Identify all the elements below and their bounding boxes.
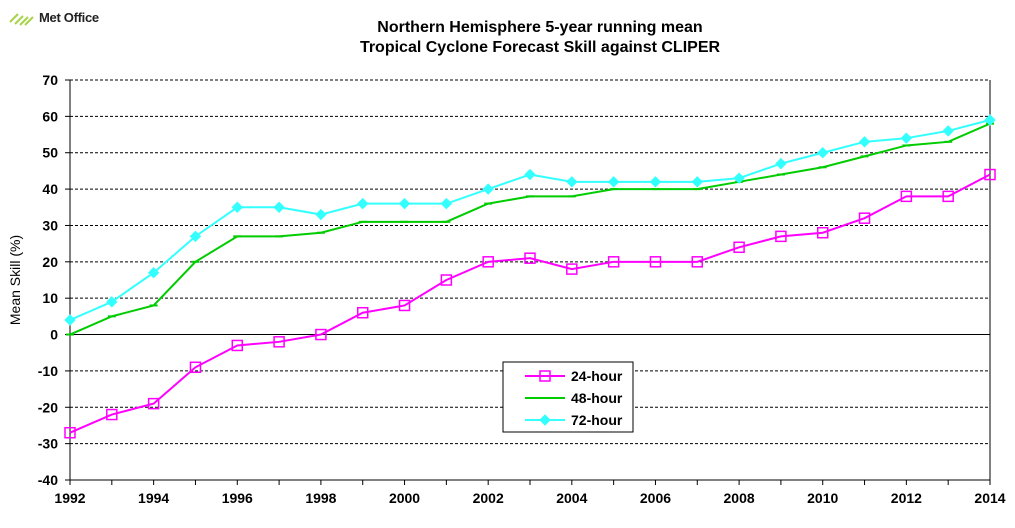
- data-point-24-hour: [858, 212, 871, 224]
- data-point-72-hour: [273, 201, 285, 213]
- data-point-24-hour: [106, 408, 118, 421]
- data-point-24-hour: [524, 252, 536, 264]
- data-point-24-hour: [315, 328, 327, 341]
- y-tick-label: 0: [50, 327, 58, 343]
- legend: 24-hour 48-hour 72-hour: [502, 361, 634, 433]
- y-tick-label: -30: [38, 436, 58, 452]
- series-line-24-hour: [69, 173, 991, 434]
- x-tick-label: 1996: [222, 490, 253, 506]
- series-layer: [64, 114, 996, 439]
- x-tick-labels: 1992 1994 1996 1998 2000 2002 2004 2006 2008 2010…: [54, 480, 1006, 506]
- x-tick-label: 2000: [389, 490, 420, 506]
- x-tick-label: 2008: [724, 490, 755, 506]
- y-tick-label: -40: [38, 472, 58, 488]
- data-point-72-hour: [440, 197, 453, 210]
- data-point-24-hour: [691, 256, 704, 268]
- data-point-24-hour: [482, 256, 494, 268]
- series-line-48-hour: [69, 122, 991, 336]
- x-tick-label: 2014: [974, 490, 1005, 506]
- data-point-72-hour: [106, 296, 118, 308]
- y-tick-label: 10: [42, 290, 58, 306]
- data-point-24-hour: [607, 256, 620, 268]
- legend-label-72-hour: 72-hour: [571, 412, 623, 428]
- data-point-72-hour: [942, 125, 954, 137]
- met-office-logo-icon: [9, 13, 34, 26]
- data-point-72-hour: [189, 230, 202, 243]
- series-24-hour: [64, 168, 996, 439]
- logo-text: Met Office: [39, 9, 99, 25]
- data-point-24-hour: [440, 274, 453, 286]
- chart-title: Northern Hemisphere 5-year running mean T…: [360, 19, 721, 56]
- data-point-24-hour: [147, 397, 160, 410]
- data-point-72-hour: [858, 136, 871, 148]
- x-tick-label: 1992: [54, 490, 85, 506]
- data-point-72-hour: [817, 147, 829, 159]
- data-point-24-hour: [273, 336, 285, 348]
- y-axis-label: Mean Skill (%): [7, 235, 23, 325]
- y-tick-label: 70: [42, 72, 58, 88]
- data-point-72-hour: [733, 172, 745, 184]
- data-point-72-hour: [900, 132, 913, 144]
- legend-box: [502, 361, 634, 433]
- x-tick-label: 1994: [138, 490, 169, 506]
- data-point-24-hour: [566, 263, 578, 275]
- data-point-24-hour: [900, 190, 913, 203]
- chart-title-line: Tropical Cyclone Forecast Skill against …: [360, 39, 721, 56]
- series-line-72-hour: [69, 119, 991, 321]
- data-point-24-hour: [356, 306, 369, 319]
- data-point-24-hour: [775, 230, 787, 243]
- y-tick-label: 60: [42, 108, 58, 124]
- data-point-72-hour: [398, 197, 411, 210]
- gridlines: [70, 79, 990, 445]
- legend-label-48-hour: 48-hour: [571, 390, 623, 406]
- y-tick-label: 50: [42, 145, 58, 161]
- data-point-24-hour: [942, 190, 954, 203]
- data-point-72-hour: [607, 176, 620, 188]
- data-point-72-hour: [231, 201, 243, 213]
- data-point-24-hour: [984, 168, 996, 181]
- data-point-72-hour: [524, 168, 536, 181]
- x-tick-label: 2004: [556, 490, 587, 506]
- series-72-hour: [64, 114, 996, 326]
- legend-marker-24-hour: [539, 370, 551, 382]
- data-point-72-hour: [357, 197, 369, 210]
- data-point-24-hour: [816, 226, 829, 239]
- y-tick-label: -20: [38, 399, 58, 415]
- data-point-24-hour: [649, 256, 662, 268]
- chart-title-line: Northern Hemisphere 5-year running mean: [377, 19, 702, 36]
- data-point-72-hour: [775, 157, 787, 170]
- y-tick-label: 40: [42, 181, 58, 197]
- x-tick-label: 2010: [807, 490, 838, 506]
- data-point-24-hour: [733, 241, 745, 254]
- data-point-24-hour: [231, 339, 244, 352]
- y-tick-label: -10: [38, 363, 58, 379]
- data-point-72-hour: [649, 176, 662, 188]
- data-point-72-hour: [566, 176, 578, 188]
- series-48-hour: [66, 122, 994, 336]
- legend-marker-72-hour: [539, 414, 551, 426]
- legend-label-24-hour: 24-hour: [571, 368, 623, 384]
- data-point-24-hour: [64, 426, 76, 439]
- data-point-72-hour: [64, 314, 76, 326]
- y-tick-label: 30: [42, 217, 58, 233]
- data-point-24-hour: [398, 299, 411, 312]
- data-point-72-hour: [315, 208, 327, 221]
- data-point-24-hour: [189, 361, 202, 374]
- x-tick-label: 2002: [473, 490, 504, 506]
- data-point-72-hour: [691, 176, 703, 188]
- data-point-72-hour: [482, 183, 494, 195]
- data-point-72-hour: [147, 267, 160, 279]
- y-tick-label: 20: [42, 254, 58, 270]
- x-tick-label: 2012: [891, 490, 922, 506]
- x-tick-label: 1998: [305, 490, 336, 506]
- y-tick-labels: -40 -30 -20 -10 0 10 20 30 40 50 60 70: [38, 72, 70, 488]
- met-office-logo: Met Office: [8, 8, 99, 26]
- data-point-72-hour: [984, 114, 996, 126]
- x-tick-label: 2006: [640, 490, 671, 506]
